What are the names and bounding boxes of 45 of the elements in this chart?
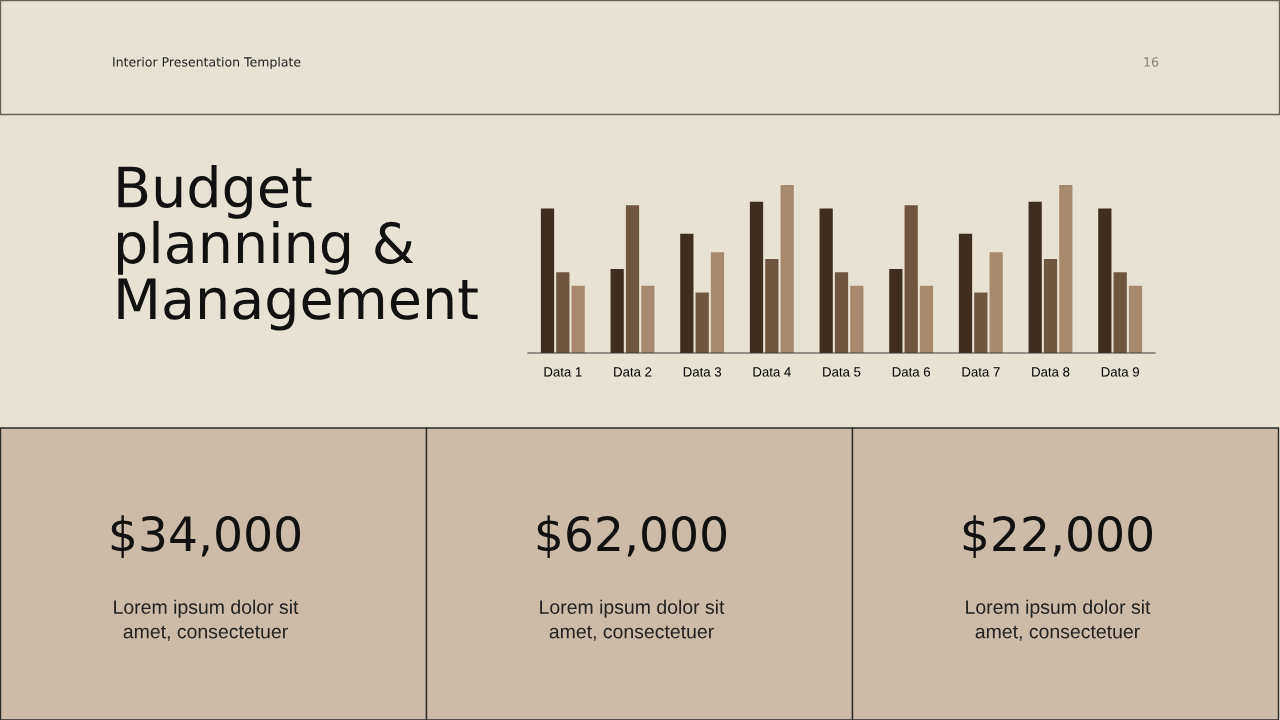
bar bbox=[780, 185, 794, 353]
text: $34,000 bbox=[111, 515, 300, 558]
bar bbox=[1028, 201, 1042, 353]
bar bbox=[1043, 258, 1058, 353]
bar bbox=[749, 201, 764, 353]
bar bbox=[904, 205, 918, 353]
bar bbox=[571, 285, 585, 353]
bar bbox=[765, 258, 779, 353]
text: $62,000 bbox=[537, 515, 726, 558]
text: Lorem ipsum dolor sit amet, consectetuer bbox=[540, 599, 725, 641]
x-tick-label: Data 6 bbox=[892, 367, 931, 377]
bar bbox=[641, 285, 655, 353]
bar bbox=[850, 285, 864, 353]
bar bbox=[540, 208, 555, 353]
bar bbox=[695, 292, 709, 353]
x-tick-label: Data 8 bbox=[1032, 367, 1070, 377]
text: Lorem ipsum dolor sit amet, consectetuer bbox=[966, 599, 1151, 641]
text: 16 bbox=[1144, 57, 1159, 67]
bar bbox=[819, 208, 833, 353]
bar bbox=[1059, 185, 1073, 353]
x-tick-label: Data 4 bbox=[753, 367, 791, 377]
text: Lorem ipsum dolor sit amet, consectetuer bbox=[114, 599, 299, 641]
bar bbox=[556, 272, 570, 353]
x-tick-label: Data 2 bbox=[614, 367, 652, 377]
text: $22,000 bbox=[963, 515, 1152, 558]
bar bbox=[1113, 272, 1127, 353]
bar bbox=[1098, 208, 1112, 353]
x-tick-label: Data 5 bbox=[823, 367, 861, 377]
bar bbox=[1128, 285, 1143, 353]
bar bbox=[680, 233, 694, 353]
x-tick-label: Data 9 bbox=[1101, 367, 1139, 377]
bar bbox=[919, 285, 934, 353]
bar bbox=[989, 252, 1003, 353]
bar bbox=[974, 292, 988, 353]
bar bbox=[610, 269, 624, 353]
bar bbox=[889, 269, 903, 353]
x-tick-label: Data 7 bbox=[962, 367, 1000, 377]
text: Interior Presentation Template bbox=[113, 56, 301, 70]
text: Budget planning & Management bbox=[118, 165, 478, 331]
x-tick-label: Data 3 bbox=[683, 367, 722, 377]
bar bbox=[958, 233, 973, 353]
bar bbox=[834, 272, 849, 353]
bar bbox=[625, 205, 640, 353]
x-tick-label: Data 1 bbox=[544, 367, 582, 377]
bar bbox=[710, 252, 725, 353]
